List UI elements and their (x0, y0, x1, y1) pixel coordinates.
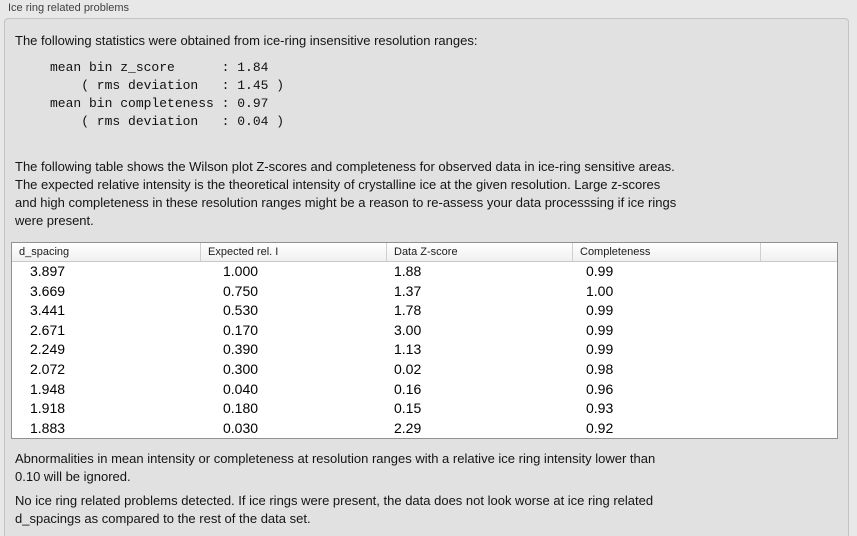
table-cell: 3.897 (30, 263, 66, 279)
table-cell: 1.37 (394, 282, 422, 299)
table-cell: 0.15 (394, 400, 422, 417)
table-cell: 3.441 (30, 302, 66, 319)
ice-ring-groupbox: The following statistics were obtained f… (4, 18, 849, 536)
column-header-data-z-score[interactable]: Data Z-score (386, 243, 572, 261)
table-cell-filler (760, 282, 837, 302)
table-cell: 0.530 (223, 302, 259, 319)
table-cell: 0.16 (394, 380, 422, 397)
table-cell: 3.669 (30, 282, 66, 299)
table-description-text: The following table shows the Wilson plo… (15, 159, 677, 228)
table-cell: 0.040 (223, 380, 259, 397)
conclusion-text: No ice ring related problems detected. I… (15, 493, 654, 526)
table-row[interactable]: 2.671 0.170 3.00 0.99 (12, 320, 837, 341)
table-cell: 0.750 (223, 282, 259, 299)
table-cell: 1.78 (394, 302, 422, 319)
table-cell: 1.00 (586, 282, 614, 299)
table-cell: 0.99 (586, 341, 614, 358)
table-cell: 0.92 (586, 419, 614, 436)
table-cell: 2.249 (30, 341, 66, 358)
table-cell: 1.883 (30, 419, 66, 436)
table-row[interactable]: 1.918 0.180 0.15 0.93 (12, 399, 837, 419)
table-cell: 2.072 (30, 360, 66, 377)
table-row[interactable]: 3.897 1.000 1.88 0.99 (12, 262, 837, 282)
table-cell: 0.170 (223, 321, 259, 338)
column-header-completeness[interactable]: Completeness (572, 243, 760, 261)
table-cell: 0.93 (586, 400, 614, 417)
table-cell: 1.918 (30, 400, 66, 417)
table-body: 3.897 1.000 1.88 0.99 3.669 0.750 1.37 1.00 3.44… (12, 262, 837, 439)
table-row[interactable]: 3.441 0.530 1.78 0.99 (12, 301, 837, 321)
table-cell-filler (760, 380, 837, 400)
table-cell-filler (760, 340, 837, 360)
column-header-d-spacing[interactable]: d_spacing (19, 246, 70, 258)
table-row[interactable]: 1.948 0.040 0.16 0.96 (12, 379, 837, 400)
groupbox-title: Ice ring related problems (8, 2, 130, 14)
table-cell: 0.98 (586, 360, 614, 377)
table-cell-filler (760, 360, 837, 380)
table-cell: 0.99 (586, 263, 614, 279)
table-cell: 0.99 (586, 321, 614, 338)
table-cell-filler (760, 419, 837, 439)
table-cell-filler (760, 321, 837, 341)
table-cell: 0.390 (223, 341, 259, 358)
table-cell: 1.88 (394, 263, 422, 279)
table-row[interactable]: 3.669 0.750 1.37 1.00 (12, 281, 837, 302)
ice-ring-table[interactable]: d_spacing Expected rel. I Data Z-score C… (11, 242, 838, 439)
table-row[interactable]: 2.072 0.300 0.02 0.98 (12, 359, 837, 380)
ignore-threshold-note-text: Abnormalities in mean intensity or compl… (15, 451, 656, 484)
table-cell: 0.99 (586, 302, 614, 319)
column-header-filler (760, 243, 837, 261)
column-header-expected-rel-i[interactable]: Expected rel. I (200, 243, 386, 261)
table-cell: 0.030 (223, 419, 259, 436)
table-cell: 3.00 (394, 321, 422, 338)
table-cell: 0.02 (394, 360, 422, 377)
table-cell-filler (760, 262, 837, 282)
table-cell: 1.948 (30, 380, 66, 397)
table-cell: 2.671 (30, 321, 66, 338)
stats-intro-text: The following statistics were obtained f… (15, 33, 478, 48)
table-cell: 0.300 (223, 360, 259, 377)
table-cell: 1.13 (394, 341, 422, 358)
table-row[interactable]: 2.249 0.390 1.13 0.99 (12, 340, 837, 360)
table-row[interactable]: 1.883 0.030 2.29 0.92 (12, 418, 837, 439)
table-cell: 1.000 (223, 263, 259, 279)
table-cell: 0.96 (586, 380, 614, 397)
table-cell: 0.180 (223, 400, 259, 417)
table-header-row: d_spacing Expected rel. I Data Z-score C… (12, 243, 837, 262)
stats-summary-block: mean bin z_score : 1.84 ( rms deviation … (50, 60, 285, 129)
table-cell-filler (760, 301, 837, 321)
table-cell-filler (760, 399, 837, 419)
table-cell: 2.29 (394, 419, 422, 436)
